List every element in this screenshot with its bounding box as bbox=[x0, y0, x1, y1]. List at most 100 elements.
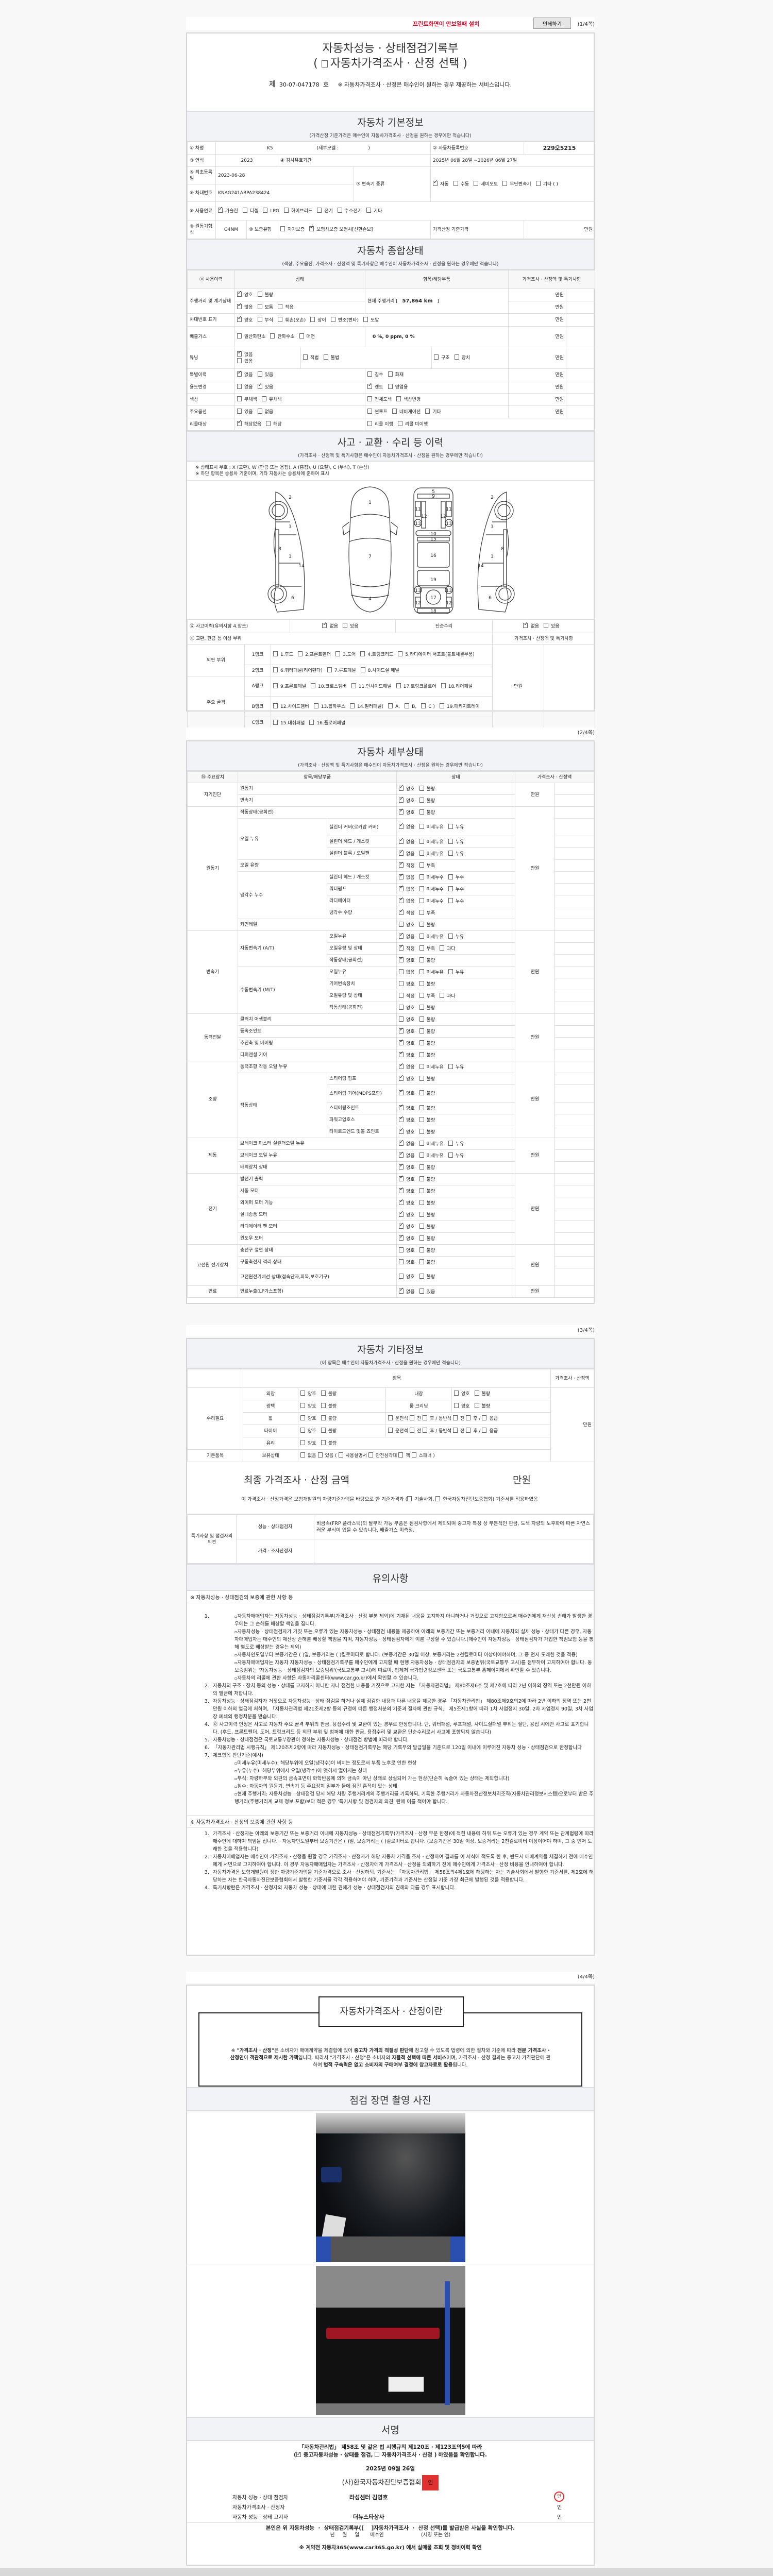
option-1[interactable]: 화재 bbox=[388, 371, 404, 378]
option-0[interactable]: 없음 bbox=[322, 621, 338, 630]
option-1[interactable]: 유채색 bbox=[261, 396, 282, 403]
checkbox[interactable] bbox=[399, 1115, 404, 1122]
option-1[interactable]: 불량 bbox=[321, 1428, 337, 1434]
option-1[interactable]: 한국자동차진단보증협회) 기준서를 적용하였음 bbox=[435, 1496, 538, 1503]
option-0[interactable]: 가솔린 bbox=[218, 206, 238, 214]
checkbox[interactable] bbox=[399, 1234, 404, 1241]
checkbox[interactable] bbox=[544, 623, 549, 628]
option-1[interactable]: 불량 bbox=[419, 797, 435, 804]
option-0[interactable]: 없음 bbox=[399, 849, 415, 857]
checkbox[interactable] bbox=[453, 1428, 458, 1433]
option-0[interactable]: 적정 bbox=[399, 992, 415, 999]
checkbox[interactable] bbox=[448, 1152, 453, 1158]
checkbox[interactable] bbox=[367, 409, 372, 414]
option-0[interactable]: 양호 bbox=[399, 1127, 415, 1136]
option-5[interactable]: 수소전기 bbox=[337, 208, 362, 214]
checkbox[interactable] bbox=[300, 1415, 305, 1420]
checkbox[interactable] bbox=[300, 1440, 305, 1445]
option-1[interactable]: 13.휠하우스 bbox=[313, 703, 345, 710]
option-1[interactable]: 불량 bbox=[419, 921, 435, 928]
option-0[interactable]: 양호 bbox=[300, 1403, 316, 1410]
option-0[interactable]: 전체도색 bbox=[367, 396, 392, 403]
checkbox[interactable] bbox=[270, 333, 275, 338]
checkbox[interactable] bbox=[310, 316, 315, 322]
option-0[interactable]: 양호 bbox=[399, 980, 415, 988]
print-button[interactable]: 인쇄하기 bbox=[533, 18, 571, 29]
option-1[interactable]: 디젤 bbox=[242, 208, 258, 214]
checkbox[interactable] bbox=[454, 1403, 459, 1408]
checkbox[interactable] bbox=[317, 208, 322, 213]
option-1[interactable]: 탄화수소 bbox=[270, 333, 295, 340]
option-3[interactable]: 17.트렁크플로어 bbox=[396, 683, 436, 690]
checkbox[interactable] bbox=[419, 1028, 424, 1033]
option-0[interactable]: 15.대쉬패널 bbox=[273, 719, 305, 726]
checkbox[interactable] bbox=[398, 1452, 404, 1458]
option-0[interactable]: 많음 bbox=[237, 302, 253, 311]
checkbox[interactable] bbox=[323, 354, 328, 360]
option-1[interactable]: 불량 bbox=[419, 1199, 435, 1207]
checkbox[interactable] bbox=[419, 824, 424, 829]
option-4[interactable]: 5.라디에이터 서포트(볼트체결부품) bbox=[398, 651, 475, 658]
option-0[interactable]: 리콜 이행 bbox=[367, 421, 393, 428]
checkbox[interactable] bbox=[419, 945, 424, 951]
option-0[interactable]: 없음 bbox=[237, 350, 294, 358]
checkbox[interactable] bbox=[300, 1391, 305, 1396]
option-1[interactable]: 미세누수 bbox=[419, 886, 444, 893]
checkbox[interactable] bbox=[419, 1016, 424, 1022]
option-1[interactable]: 불량 bbox=[419, 957, 435, 964]
checkbox[interactable] bbox=[360, 667, 365, 672]
checkbox[interactable] bbox=[399, 1104, 404, 1110]
option-1[interactable]: 있음 bbox=[544, 623, 560, 630]
checkbox[interactable] bbox=[419, 1152, 424, 1158]
option-0[interactable]: 없음 bbox=[399, 1139, 415, 1147]
option-1[interactable]: 미세누유 bbox=[419, 1063, 444, 1071]
option-0[interactable]: 없음 bbox=[399, 1062, 415, 1071]
option-0[interactable]: 자가보증 bbox=[280, 226, 305, 233]
option-0[interactable]: 양호 bbox=[399, 1247, 415, 1254]
checkbox[interactable] bbox=[343, 623, 348, 628]
checkbox[interactable] bbox=[399, 808, 404, 815]
checkbox[interactable] bbox=[454, 1391, 459, 1396]
checkbox[interactable] bbox=[399, 1287, 404, 1294]
checkbox[interactable] bbox=[419, 897, 424, 903]
option-0[interactable]: 적법 bbox=[303, 354, 319, 361]
option-2[interactable]: 누유 bbox=[448, 1152, 464, 1159]
checkbox[interactable] bbox=[399, 1050, 404, 1057]
option-1[interactable]: 10.크로스멤버 bbox=[311, 683, 347, 690]
option-1[interactable]: 미세누유 bbox=[419, 933, 444, 940]
option-0[interactable]: 없음 bbox=[399, 969, 415, 976]
checkbox[interactable] bbox=[523, 621, 528, 628]
option-2[interactable]: 기타 bbox=[425, 409, 441, 415]
option-0[interactable]: 양호 bbox=[399, 1210, 415, 1218]
option-0[interactable]: 있음 bbox=[237, 409, 253, 415]
checkbox[interactable] bbox=[419, 886, 424, 891]
option-0[interactable]: 12.사이드멤버 bbox=[273, 703, 309, 710]
checkbox[interactable] bbox=[448, 850, 453, 856]
option-3[interactable]: 전 bbox=[453, 1415, 464, 1422]
option-0[interactable]: 양호 bbox=[399, 1027, 415, 1035]
checkbox[interactable] bbox=[399, 1062, 404, 1069]
checkbox[interactable] bbox=[309, 719, 314, 725]
option-1[interactable]: 부족 bbox=[419, 992, 435, 999]
checkbox[interactable] bbox=[237, 333, 242, 338]
checkbox[interactable] bbox=[419, 1247, 424, 1252]
option-1[interactable]: 전 bbox=[409, 1428, 421, 1434]
checkbox[interactable] bbox=[440, 992, 445, 998]
option-1[interactable]: 영업용 bbox=[388, 384, 408, 391]
checkbox[interactable] bbox=[237, 419, 242, 426]
checkbox[interactable] bbox=[435, 1496, 441, 1501]
option-4[interactable]: 잭 bbox=[398, 1452, 410, 1459]
checkbox[interactable] bbox=[448, 1063, 453, 1069]
checkbox[interactable] bbox=[407, 1496, 412, 1501]
option-3[interactable]: 하이브리드 bbox=[283, 208, 312, 214]
checkbox[interactable] bbox=[419, 992, 424, 998]
checkbox[interactable] bbox=[419, 1128, 424, 1134]
option-1[interactable]: 있음 ( bbox=[317, 1452, 337, 1459]
checkbox[interactable] bbox=[399, 1259, 404, 1264]
option-0[interactable]: 없음 bbox=[399, 896, 415, 905]
option-0[interactable]: 없음 bbox=[399, 837, 415, 845]
checkbox[interactable] bbox=[237, 290, 242, 297]
checkbox[interactable] bbox=[399, 885, 404, 891]
option-0[interactable]: 렌트 bbox=[367, 382, 383, 391]
checkbox[interactable] bbox=[466, 1428, 471, 1433]
